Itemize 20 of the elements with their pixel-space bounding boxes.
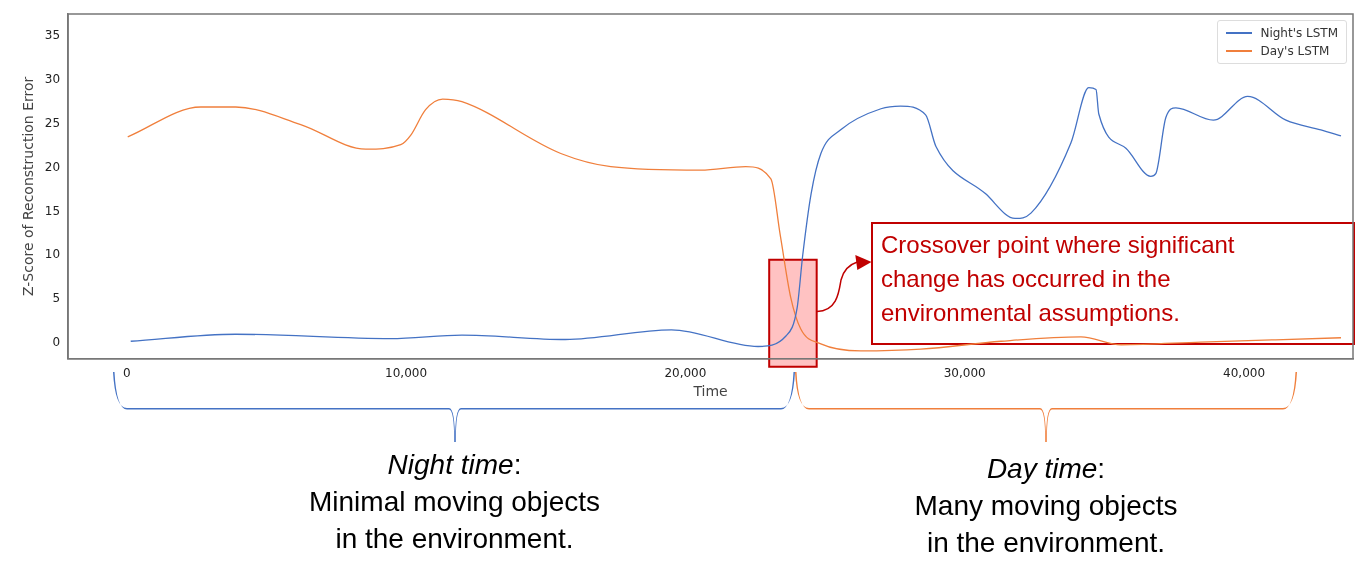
y-tick-label: 5 (52, 291, 61, 306)
y-tick-label: 25 (44, 115, 61, 130)
annotation: Crossover point where significant change has occurred in the environmental assumptions. (871, 222, 1355, 345)
y-tick-label: 30 (44, 71, 61, 86)
y-tick-label: 20 (44, 159, 61, 174)
y-axis-title: Z-Score of Reconstruction Error (20, 76, 37, 297)
text: Day time: Many moving objects in the environment. (914, 453, 1178, 558)
y-tick-label: 35 (44, 28, 61, 43)
y-tick-label: 15 (44, 203, 61, 218)
x-tick-label: 0 (122, 366, 131, 381)
y-tick-label: 10 (44, 247, 61, 262)
x-axis-title: Time (692, 383, 728, 400)
text: Night time: Minimal moving objects in the environment. (309, 449, 600, 554)
x-tick-label: 30,000 (943, 366, 986, 381)
y-tick-label: 0 (52, 335, 61, 350)
x-tick-label: 40,000 (1223, 366, 1266, 381)
x-tick-label: 20,000 (664, 366, 707, 381)
legend-label: Night's LSTM (1260, 25, 1338, 42)
x-tick-label: 10,000 (385, 366, 428, 381)
legend-label: Day's LSTM (1260, 43, 1330, 60)
